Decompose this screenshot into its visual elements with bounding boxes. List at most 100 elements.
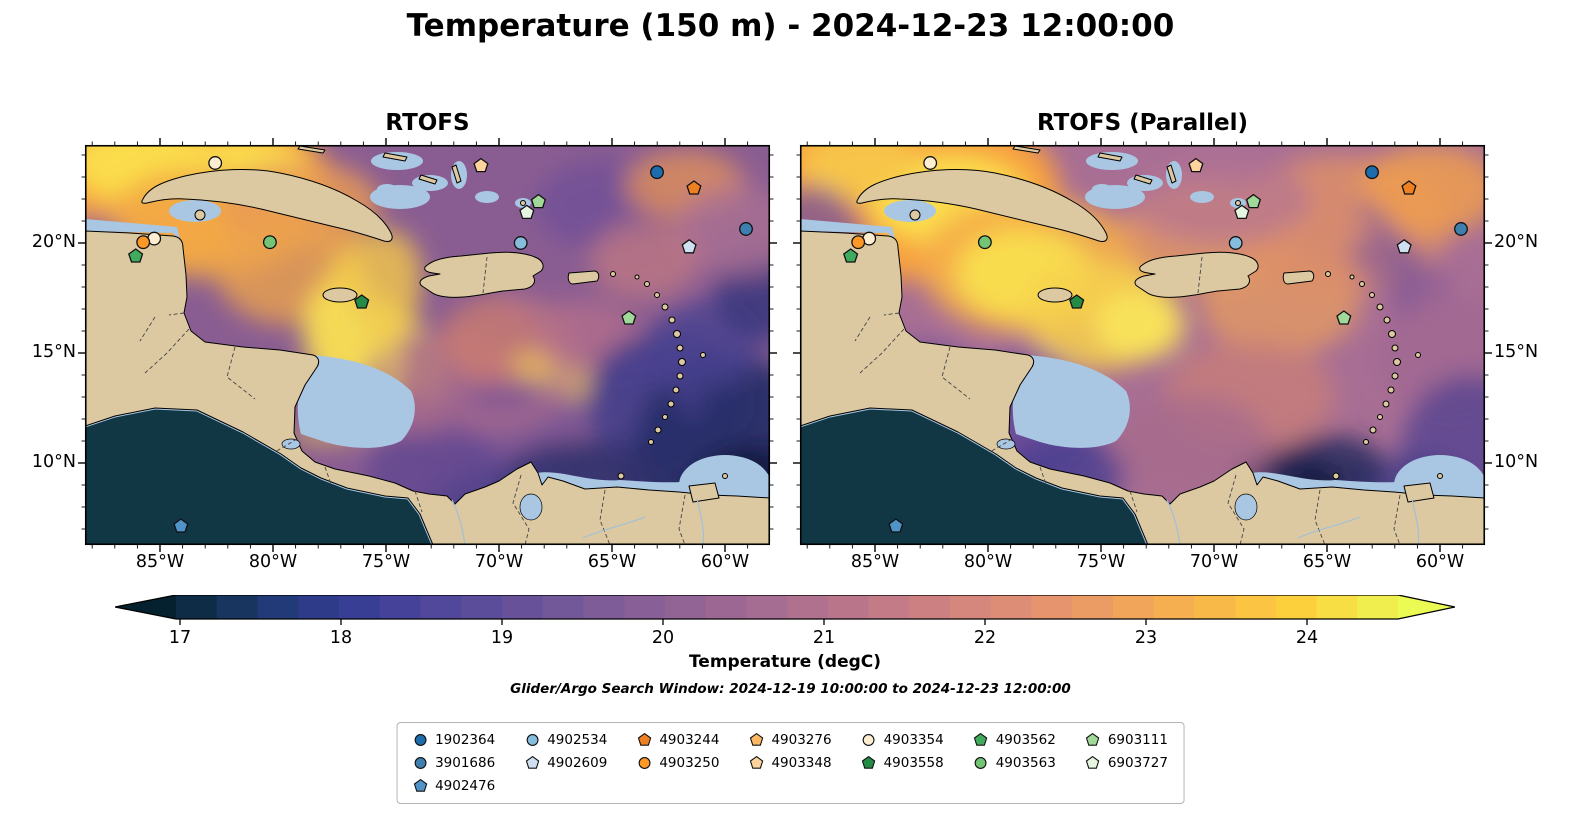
legend-entry: 4903354	[862, 730, 944, 750]
colorbar-tick-label: 23	[1134, 628, 1158, 648]
circle-marker-icon	[414, 734, 427, 746]
pentagon-marker-icon	[525, 756, 539, 769]
float-marker	[1234, 204, 1250, 220]
y-tick-label: 20°N	[1494, 232, 1539, 252]
float-marker	[1069, 294, 1085, 309]
pentagon-marker-icon	[749, 733, 764, 746]
legend: 1902364 3901686 4902476 4902534 4902609 49032…	[396, 722, 1185, 804]
legend-entry: 6903727	[1086, 753, 1168, 773]
legend-entry: 4903348	[749, 753, 832, 773]
legend-entry: 3901686	[413, 753, 495, 773]
legend-entry: 4903563	[974, 753, 1056, 773]
legend-entry: 4902476	[413, 776, 495, 796]
float-marker	[851, 235, 866, 250]
legend-column: 4902534 4902609	[525, 730, 607, 773]
float-marker	[650, 165, 664, 180]
land	[800, 145, 1485, 545]
lakes	[996, 438, 1258, 521]
colorbar-tick-label: 18	[329, 628, 353, 648]
country-borders	[139, 256, 686, 545]
legend-entry-label: 4903276	[771, 732, 832, 748]
rivers	[1166, 498, 1420, 545]
circle-marker-icon	[414, 757, 427, 769]
float-markers	[843, 156, 1468, 533]
pacific-ocean	[85, 408, 433, 545]
pentagon-marker-icon	[749, 756, 764, 769]
map-svg	[78, 138, 777, 552]
rivers	[451, 498, 705, 545]
legend-entry-label: 3901686	[435, 755, 496, 771]
legend-entry-label: 1902364	[435, 732, 496, 748]
map-frame	[84, 144, 771, 546]
legend-entry: 4903250	[637, 753, 719, 773]
float-marker	[1401, 180, 1417, 195]
x-tick-label: 85°W	[850, 552, 900, 572]
circle-marker-icon	[526, 734, 539, 746]
x-tick-label: 70°W	[474, 552, 524, 572]
y-tick-label: 10°N	[31, 452, 76, 472]
pentagon-marker-icon	[1086, 756, 1100, 769]
panel-title-rtofs-parallel: RTOFS (Parallel)	[1036, 110, 1249, 136]
search-window-note: Glider/Argo Search Window: 2024-12-19 10…	[510, 681, 1071, 697]
float-marker	[1245, 193, 1262, 209]
x-tick-label: 65°W	[1302, 552, 1352, 572]
float-marker	[262, 235, 277, 250]
country-borders	[854, 256, 1401, 545]
colorbar-tick-label: 17	[168, 628, 192, 648]
colorbar-tick-label: 22	[973, 628, 997, 648]
pacific-ocean	[800, 408, 1148, 545]
legend-column: 4903276 4903348	[749, 730, 832, 773]
float-marker	[977, 235, 992, 250]
float-marker	[1336, 310, 1352, 325]
legend-entry-label: 4903354	[883, 732, 944, 748]
x-tick-label: 75°W	[1076, 552, 1126, 572]
figure-title: Temperature (150 m) - 2024-12-23 12:00:0…	[406, 8, 1175, 44]
legend-entry-label: 4903562	[995, 732, 1056, 748]
y-tick-label: 20°N	[31, 232, 76, 252]
circle-marker-icon	[974, 757, 987, 769]
float-marker	[888, 518, 904, 533]
legend-entry-label: 6903111	[1107, 732, 1168, 748]
legend-entry-label: 4903558	[883, 755, 944, 771]
colorbar-tick-label: 21	[812, 628, 836, 648]
float-marker	[1454, 222, 1468, 236]
legend-entry-label: 4903563	[995, 755, 1056, 771]
legend-column: 6903111 6903727	[1086, 730, 1168, 773]
pentagon-marker-icon	[861, 756, 876, 769]
x-tick-label: 60°W	[1415, 552, 1465, 572]
float-marker	[681, 238, 697, 254]
y-tick-label: 15°N	[31, 342, 76, 362]
colorbar	[114, 594, 1456, 627]
legend-column: 1902364 3901686 4902476	[413, 730, 495, 796]
x-tick-label: 70°W	[1189, 552, 1239, 572]
float-markers	[128, 156, 753, 533]
float-marker	[739, 222, 753, 236]
x-tick-label: 75°W	[361, 552, 411, 572]
legend-entry: 1902364	[413, 730, 495, 750]
legend-column: 4903562 4903563	[973, 730, 1056, 773]
legend-entry-label: 4902476	[435, 778, 496, 794]
legend-entry-label: 4903244	[659, 732, 720, 748]
legend-entry-label: 4903348	[771, 755, 832, 771]
colorbar-tick-label: 24	[1295, 628, 1319, 648]
legend-entry: 4903562	[973, 730, 1056, 750]
float-marker	[1188, 157, 1204, 173]
x-tick-label: 80°W	[963, 552, 1013, 572]
float-marker	[473, 157, 489, 173]
map-rtofs-parallel	[793, 138, 1492, 552]
colorbar-svg	[114, 594, 1456, 625]
legend-entry: 4902609	[525, 753, 607, 773]
axis-ticks	[78, 138, 777, 552]
legend-entry: 4902534	[525, 730, 607, 750]
float-marker	[1365, 165, 1379, 180]
float-marker	[136, 235, 151, 250]
map-rtofs	[78, 138, 777, 552]
float-marker	[208, 156, 223, 170]
float-marker	[128, 248, 144, 263]
y-tick-label: 10°N	[1494, 452, 1539, 472]
axis-ticks	[793, 138, 1492, 552]
legend-entry-label: 4902534	[547, 732, 608, 748]
land	[85, 145, 770, 545]
float-marker	[1228, 236, 1243, 250]
